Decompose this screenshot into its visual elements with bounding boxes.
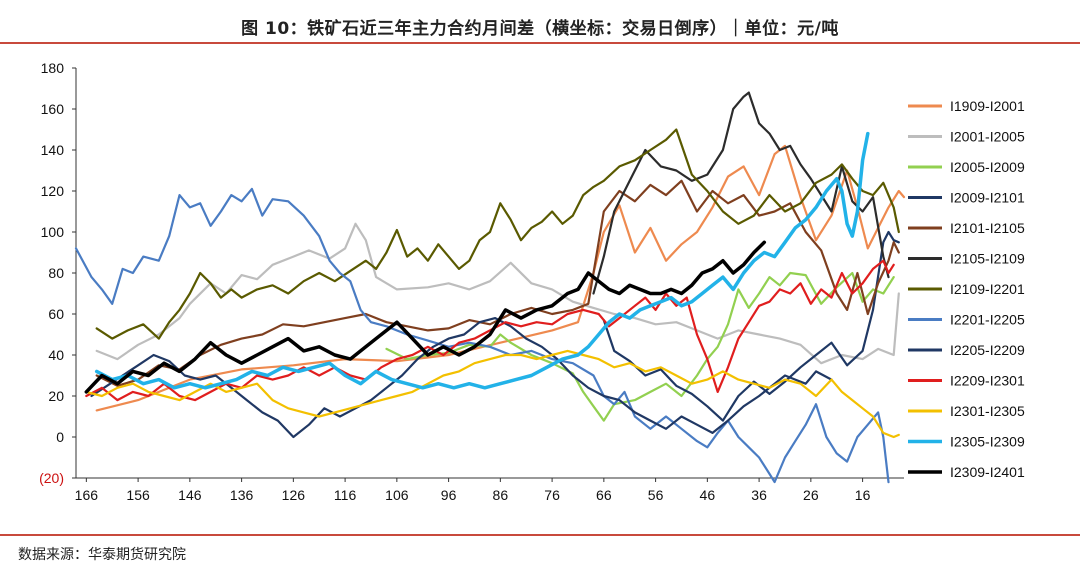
legend-label: I2001-I2005 [950,129,1025,145]
x-tick-label: 56 [648,487,664,503]
chart-canvas: (20) 0 20 40 60 80 100 120 140 160 180 166 156 146 136… [39,60,1025,503]
x-tick-label: 146 [178,487,202,503]
series-line-i2301-i2305 [85,349,900,439]
x-tick-label: 116 [334,487,357,503]
x-tick-label: 166 [75,487,99,503]
x-tick-label: 36 [751,487,767,503]
series-line-i2005-i2009 [385,271,895,422]
series-line-i2309-i2401 [84,240,767,394]
title-divider [0,42,1080,44]
x-tick-label: 26 [803,487,819,503]
legend-label: I2205-I2209 [950,342,1025,358]
chart-title: 图 10：铁矿石近三年主力合约月间差（横坐标：交易日倒序）｜单位：元/吨 [241,19,839,39]
series-line-i2201-i2205 [74,187,890,484]
legend-label: I1909-I2001 [950,98,1025,114]
x-tick-label: 106 [385,487,409,503]
legend-label: I2005-I2009 [950,159,1025,175]
legend-label: I2309-I2401 [950,464,1025,480]
series-line-i1909-i2001 [95,144,906,412]
x-tick-label: 76 [544,487,560,503]
data-source-note: 数据来源：华泰期货研究院 [18,547,186,563]
x-tick-label: 46 [700,487,716,503]
legend-label: I2109-I2201 [950,281,1025,297]
series-lines [74,91,906,484]
x-tick-label: 156 [126,487,150,503]
legend-label: I2105-I2109 [950,251,1025,267]
x-tick-label: 16 [855,487,871,503]
footer-divider [0,534,1080,536]
series-line-i2101-i2105 [95,179,900,387]
series-line-i2209-i2301 [85,259,895,402]
y-tick-label: 140 [41,142,65,158]
x-tick-label: 66 [596,487,612,503]
series-line-i2109-i2201 [95,128,900,340]
y-tick-label: 60 [48,306,64,322]
y-tick-label: 160 [41,101,65,117]
series-line-i2105-i2109 [592,91,890,295]
x-tick-label: 136 [230,487,254,503]
series-line-i2305-i2309 [94,131,870,390]
y-tick-label: (20) [39,470,64,486]
legend-label: I2305-I2309 [950,434,1025,450]
y-tick-label: 100 [41,224,65,240]
legend-label: I2009-I2101 [950,190,1025,206]
legend-label: I2201-I2205 [950,312,1025,328]
x-tick-label: 96 [441,487,457,503]
legend-label: I2209-I2301 [950,373,1025,389]
y-tick-label: 0 [56,429,64,445]
y-tick-label: 120 [41,183,65,199]
legend-label: I2301-I2305 [950,403,1025,419]
y-tick-label: 180 [41,60,65,76]
y-tick-label: 80 [48,265,64,281]
x-tick-label: 126 [282,487,306,503]
y-tick-label: 20 [48,388,64,404]
x-tick-label: 86 [493,487,509,503]
series-line-i2205-i2209 [90,317,833,439]
chart-legend: I1909-I2001 I2001-I2005 I2005-I2009 I2009-I… [908,98,1025,480]
axis-ticks: (20) 0 20 40 60 80 100 120 140 160 180 166 156 146 136… [39,60,871,503]
legend-label: I2101-I2105 [950,220,1025,236]
y-tick-label: 40 [48,347,64,363]
